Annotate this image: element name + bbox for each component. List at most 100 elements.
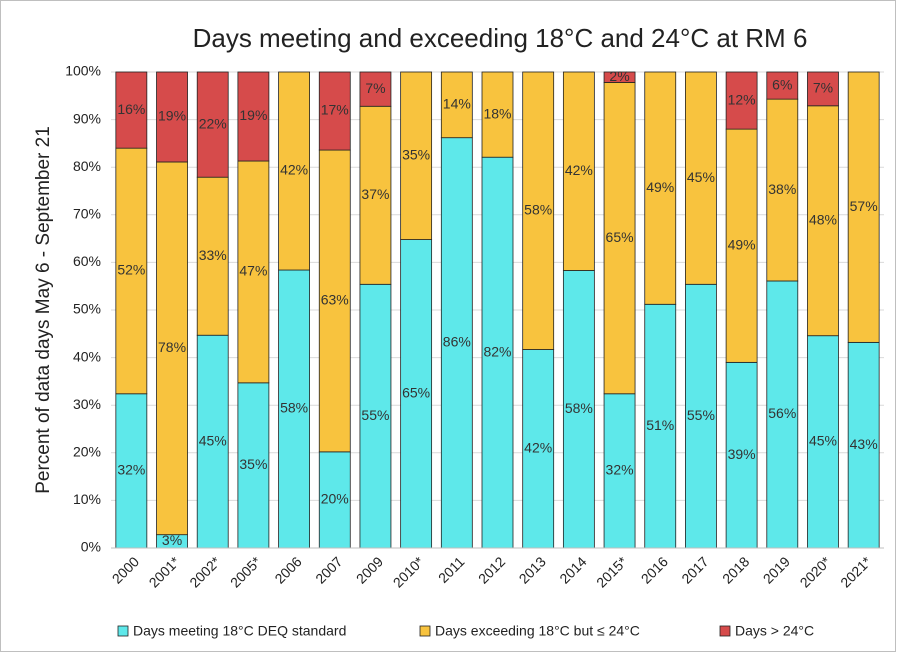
data-label: 3% bbox=[162, 532, 182, 548]
data-label: 63% bbox=[321, 292, 349, 308]
bar-segment bbox=[603, 71, 636, 83]
data-label: 19% bbox=[239, 107, 267, 123]
bar-segment bbox=[807, 105, 839, 337]
data-label: 42% bbox=[280, 162, 308, 178]
bar-segment bbox=[237, 160, 270, 384]
data-label: 42% bbox=[524, 439, 552, 455]
data-label: 12% bbox=[728, 91, 756, 107]
bar-segment bbox=[359, 105, 392, 285]
bar-segment bbox=[481, 156, 514, 549]
legend-swatch bbox=[419, 625, 431, 637]
bar-segment bbox=[725, 71, 758, 130]
bar-segment bbox=[685, 71, 717, 285]
data-label: 86% bbox=[443, 334, 471, 350]
bar-segment bbox=[481, 71, 514, 158]
bar-segment bbox=[807, 71, 839, 107]
data-label: 47% bbox=[239, 263, 267, 279]
bar-segment bbox=[644, 71, 677, 305]
y-tick-label: 20% bbox=[73, 444, 101, 460]
data-label: 19% bbox=[158, 108, 186, 124]
bar-segment bbox=[115, 393, 148, 549]
data-label: 45% bbox=[199, 432, 227, 448]
bar-segment bbox=[725, 361, 758, 549]
data-label: 2% bbox=[609, 68, 629, 84]
y-tick-label: 40% bbox=[73, 348, 101, 364]
data-label: 78% bbox=[158, 339, 186, 355]
data-label: 58% bbox=[280, 400, 308, 416]
data-label: 65% bbox=[606, 229, 634, 245]
legend-label: Days exceeding 18°C but ≤ 24°C bbox=[435, 623, 640, 639]
bar-segment bbox=[522, 349, 555, 549]
legend-label: Days > 24°C bbox=[735, 623, 814, 639]
data-label: 20% bbox=[321, 491, 349, 507]
bar-segment bbox=[440, 71, 473, 139]
data-label: 43% bbox=[850, 436, 878, 452]
data-label: 48% bbox=[809, 211, 837, 227]
bar-segment bbox=[115, 71, 148, 149]
bar-segment bbox=[359, 283, 392, 549]
bar-segment bbox=[196, 176, 229, 336]
bar-segment bbox=[766, 71, 799, 100]
data-label: 37% bbox=[361, 186, 389, 202]
bar-segment bbox=[318, 451, 351, 549]
data-label: 35% bbox=[239, 456, 267, 472]
data-label: 14% bbox=[443, 96, 471, 112]
chart-title: Days meeting and exceeding 18°C and 24°C… bbox=[193, 23, 808, 53]
data-label: 65% bbox=[402, 384, 430, 400]
bar-segment bbox=[440, 137, 473, 549]
bar-segment bbox=[725, 128, 758, 363]
legend-label: Days meeting 18°C DEQ standard bbox=[133, 623, 346, 639]
data-label: 22% bbox=[199, 115, 227, 131]
bar-segment bbox=[766, 98, 799, 282]
data-label: 18% bbox=[483, 105, 511, 121]
data-label: 39% bbox=[728, 446, 756, 462]
data-label: 57% bbox=[850, 198, 878, 214]
y-axis-label: Percent of data days May 6 - September 2… bbox=[33, 126, 54, 494]
data-label: 7% bbox=[813, 80, 833, 96]
legend-swatch bbox=[117, 625, 129, 637]
bar-segment bbox=[685, 283, 717, 549]
bar-segment bbox=[562, 71, 595, 271]
bar-segment bbox=[400, 71, 433, 240]
bar-segment bbox=[522, 71, 555, 350]
data-label: 58% bbox=[524, 201, 552, 217]
y-tick-label: 10% bbox=[73, 491, 101, 507]
data-label: 6% bbox=[772, 76, 792, 92]
data-label: 38% bbox=[768, 181, 796, 197]
data-label: 45% bbox=[809, 433, 837, 449]
data-label: 49% bbox=[728, 236, 756, 252]
y-tick-label: 100% bbox=[65, 63, 101, 79]
bar-segment bbox=[644, 303, 677, 549]
bar-segment bbox=[156, 71, 188, 163]
bar-segment bbox=[196, 334, 229, 549]
data-label: 32% bbox=[117, 462, 145, 478]
bar-segment bbox=[847, 341, 880, 549]
data-label: 32% bbox=[606, 462, 634, 478]
bar-segment bbox=[318, 149, 351, 453]
y-tick-label: 90% bbox=[73, 110, 101, 126]
bar-segment bbox=[237, 71, 270, 162]
data-label: 17% bbox=[321, 102, 349, 118]
y-tick-label: 70% bbox=[73, 206, 101, 222]
data-label: 51% bbox=[646, 417, 674, 433]
legend-swatch bbox=[719, 625, 731, 637]
bar-segment bbox=[766, 280, 799, 549]
bar-segment bbox=[400, 239, 433, 549]
bar-segment bbox=[278, 71, 310, 271]
data-label: 55% bbox=[361, 407, 389, 423]
data-label: 56% bbox=[768, 405, 796, 421]
data-label: 58% bbox=[565, 400, 593, 416]
y-tick-label: 30% bbox=[73, 396, 101, 412]
data-label: 82% bbox=[483, 343, 511, 359]
y-tick-label: 0% bbox=[81, 539, 101, 555]
bar-segment bbox=[847, 71, 880, 343]
data-label: 42% bbox=[565, 162, 593, 178]
bar-segment bbox=[115, 147, 148, 395]
data-label: 35% bbox=[402, 146, 430, 162]
bar-segment bbox=[807, 335, 839, 549]
bar-segment bbox=[156, 161, 188, 536]
data-label: 33% bbox=[199, 247, 227, 263]
bar-segment bbox=[196, 71, 229, 178]
data-label: 52% bbox=[117, 262, 145, 278]
